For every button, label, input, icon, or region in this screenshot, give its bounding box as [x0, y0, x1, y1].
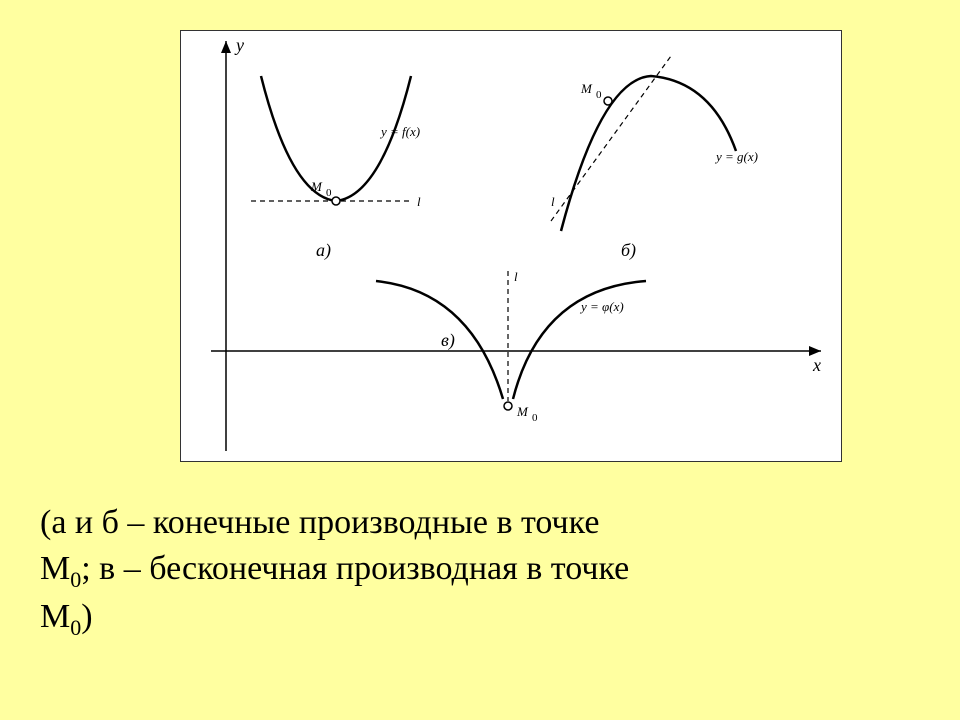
label-c-m0-sub: 0	[532, 412, 538, 424]
tangent-b	[551, 56, 671, 221]
label-b-l: l	[551, 194, 555, 209]
panel-b-label: б)	[621, 240, 636, 261]
y-axis-arrow	[221, 41, 231, 53]
label-a-m0-sub: 0	[326, 187, 332, 199]
curve-c-left	[376, 281, 503, 399]
label-a-l: l	[417, 194, 421, 209]
label-b-m0: M	[580, 81, 593, 96]
caption-line3-rest: )	[81, 598, 92, 635]
label-c-m0: M	[516, 404, 529, 419]
curve-c-right	[513, 281, 646, 399]
label-b-m0-sub: 0	[596, 89, 602, 101]
x-axis-label: x	[812, 355, 821, 375]
point-b-m0	[604, 97, 612, 105]
panel-c-label: в)	[441, 330, 455, 351]
curve-b	[561, 76, 736, 231]
label-c-l: l	[514, 269, 518, 284]
eq-c: y = φ(x)	[579, 299, 624, 314]
point-c-m0	[504, 402, 512, 410]
panel-a-label: а)	[316, 240, 331, 261]
eq-b: y = g(x)	[714, 149, 758, 164]
caption-line3-m: М	[40, 598, 70, 635]
y-axis-label: y	[234, 35, 244, 55]
caption-line3-sub: 0	[70, 615, 81, 640]
eq-a: y = f(x)	[379, 124, 420, 139]
diagram-container: y x M 0 l y = f(x) а) M 0 l y = g(x) б) …	[180, 30, 842, 462]
label-a-m0: M	[310, 179, 323, 194]
caption-text: (а и б – конечные производные в точке М0…	[40, 500, 920, 643]
caption-line2-m: М	[40, 550, 70, 587]
caption-line1: (а и б – конечные производные в точке	[40, 504, 599, 541]
caption-line2-sub: 0	[70, 567, 81, 592]
diagram-svg: y x M 0 l y = f(x) а) M 0 l y = g(x) б) …	[181, 31, 841, 461]
point-a-m0	[332, 197, 340, 205]
caption-line2-rest: ; в – бесконечная производная в точке	[81, 550, 629, 587]
